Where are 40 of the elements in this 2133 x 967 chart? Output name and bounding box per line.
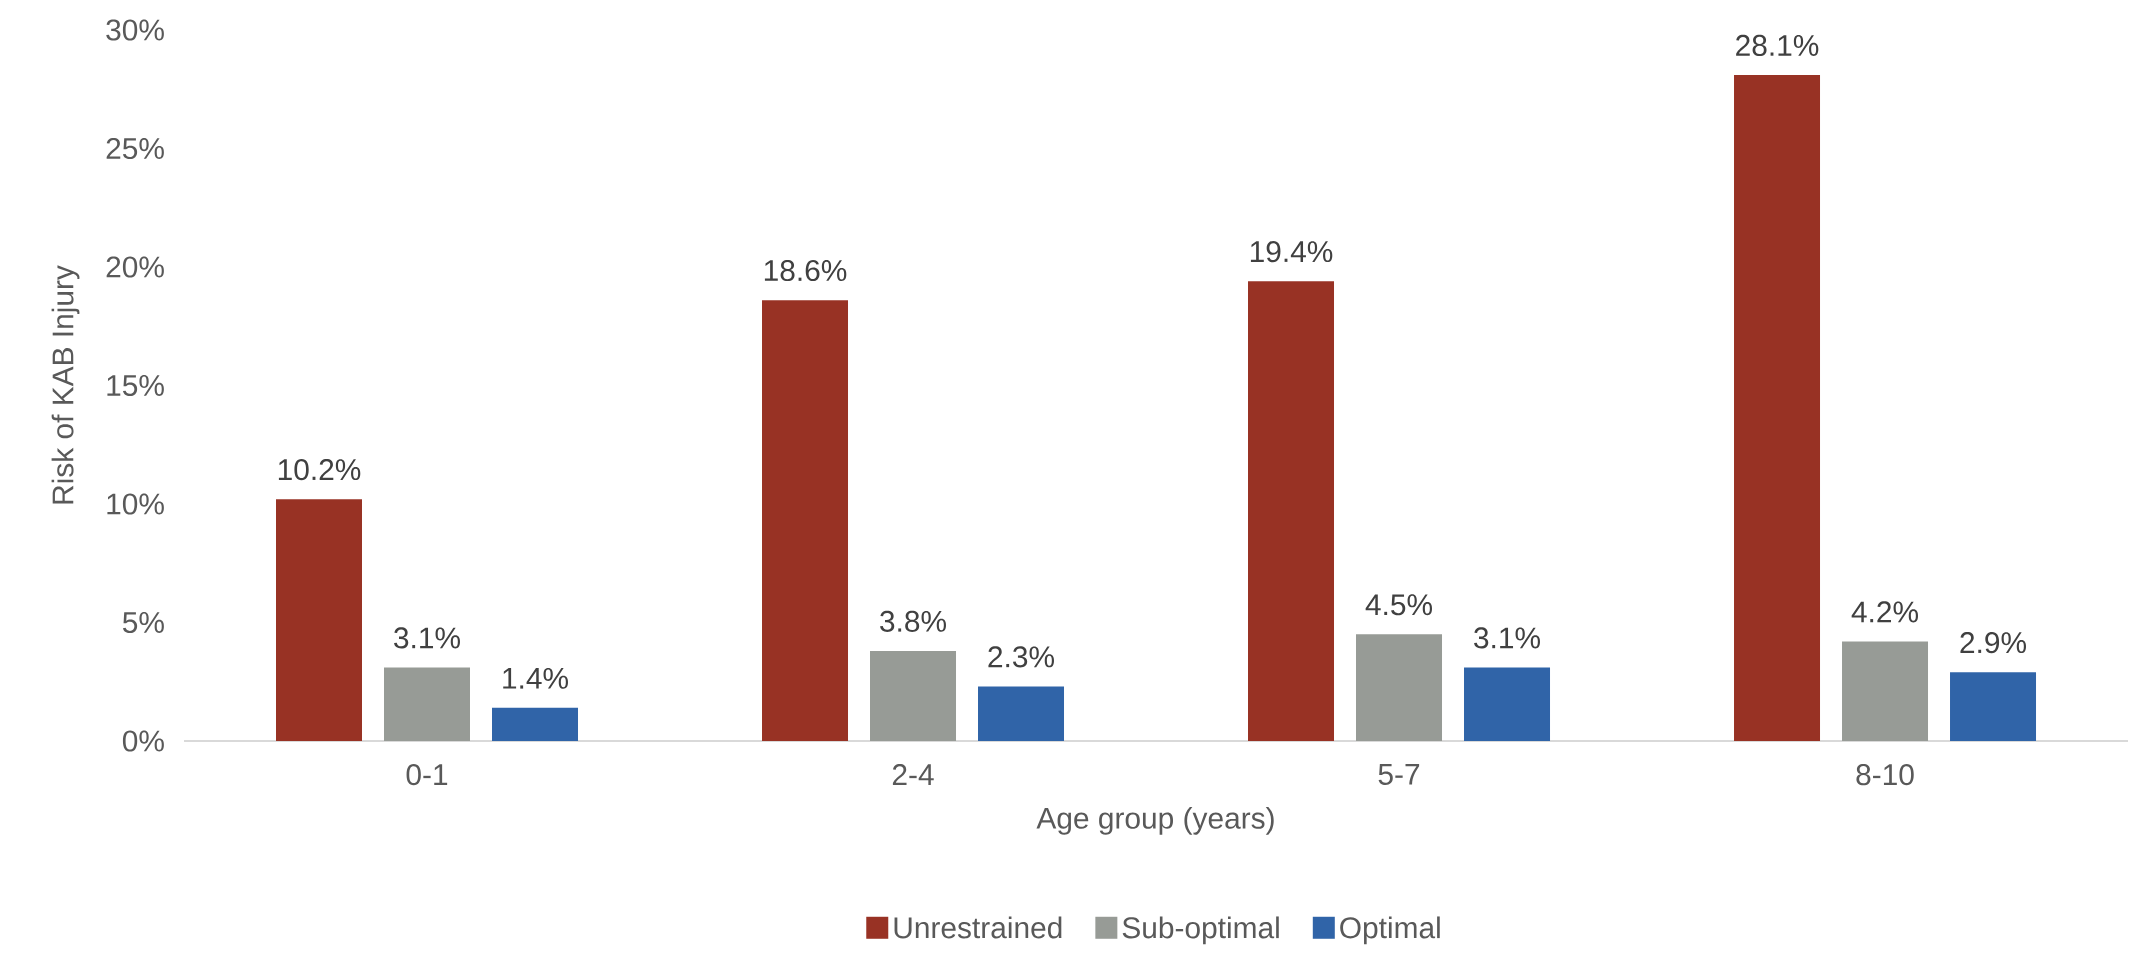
data-label: 28.1%	[1736, 34, 1819, 56]
data-label: 4.2%	[1851, 601, 1918, 623]
x-tick-label: 0-1	[406, 764, 448, 786]
bar	[1248, 281, 1335, 741]
data-label: 3.1%	[1474, 627, 1540, 649]
data-label: 18.6%	[764, 259, 847, 282]
y-tick-label: 10%	[107, 493, 164, 515]
data-label: 1.4%	[503, 667, 568, 689]
data-label: 2.3%	[988, 646, 1054, 668]
data-label: 3.8%	[880, 610, 946, 632]
y-tick-label: 20%	[106, 256, 164, 278]
y-tick-label: 0%	[122, 730, 164, 752]
y-tick-label: 30%	[106, 19, 164, 41]
bar	[492, 707, 579, 741]
bar	[1950, 672, 2037, 741]
x-tick-label: 8-10	[1856, 764, 1914, 786]
bar	[762, 300, 849, 741]
y-axis-title: Risk of KAB Injury	[51, 265, 80, 504]
legend-label: Unrestrained	[894, 916, 1062, 939]
data-label: 2.9%	[1960, 632, 2026, 654]
bar	[1734, 75, 1821, 741]
legend-label: Optimal	[1340, 916, 1440, 945]
x-axis-title: Age group (years)	[1036, 806, 1274, 835]
x-tick-label: 2-4	[892, 764, 934, 785]
bar	[1464, 667, 1551, 741]
data-label: 19.4%	[1250, 241, 1333, 263]
bar	[978, 686, 1065, 741]
y-tick-label: 5%	[122, 612, 164, 633]
bar	[1842, 641, 1929, 741]
data-label: 3.1%	[394, 627, 460, 649]
bar	[384, 667, 470, 741]
bar	[870, 650, 957, 741]
data-label: 4.5%	[1365, 594, 1432, 616]
bar	[276, 499, 362, 741]
y-tick-label: 25%	[106, 137, 164, 160]
bar	[1356, 634, 1443, 741]
x-tick-label: 5-7	[1378, 764, 1420, 785]
legend-label: Sub-optimal	[1122, 916, 1279, 945]
y-tick-label: 15%	[107, 375, 164, 396]
data-label: 10.2%	[278, 459, 361, 481]
